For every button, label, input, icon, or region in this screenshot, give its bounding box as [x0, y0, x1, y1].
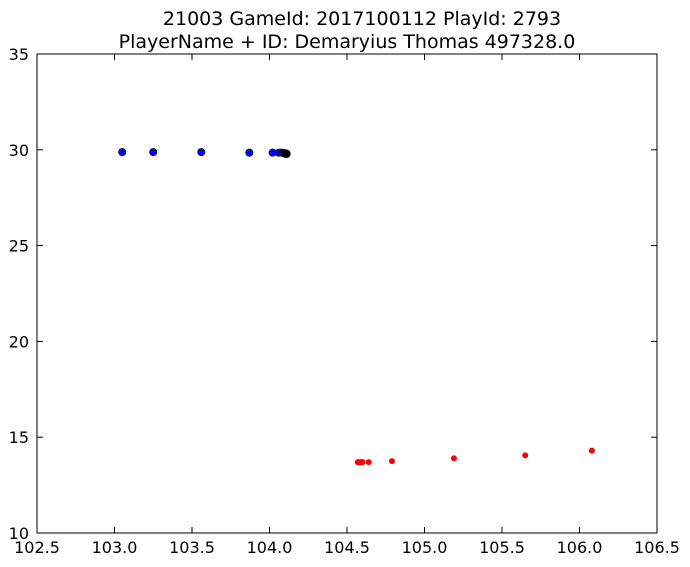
y-tick-label: 10: [9, 524, 29, 543]
data-point: [365, 459, 372, 466]
x-tick-label: 106.0: [557, 538, 603, 557]
y-tick-label: 20: [9, 332, 29, 351]
y-tick-label: 15: [9, 428, 29, 447]
y-tick-label: 35: [9, 45, 29, 64]
x-tick-label: 106.5: [634, 538, 680, 557]
data-point: [522, 452, 529, 459]
data-point: [588, 447, 595, 454]
axis-ticks: 102.5 103.0 103.5 104.0 104.5 105.0 105.5 106.0…: [9, 45, 680, 557]
data-point: [245, 148, 254, 157]
data-point: [118, 148, 127, 157]
x-tick-label: 104.5: [324, 538, 370, 557]
chart-subtitle: PlayerName + ID: Demaryius Thomas 497328…: [119, 31, 576, 53]
data-point: [388, 458, 395, 465]
data-point: [149, 148, 158, 157]
data-point: [197, 148, 206, 157]
x-tick-label: 103.0: [92, 538, 138, 557]
plot-frame: [36, 53, 658, 534]
y-tick-label: 30: [9, 141, 29, 160]
x-tick-label: 102.5: [14, 538, 60, 557]
x-tick-label: 104.0: [247, 538, 293, 557]
x-tick-label: 105.0: [402, 538, 448, 557]
data-point: [282, 150, 291, 159]
x-tick-label: 103.5: [169, 538, 215, 557]
data-point: [450, 455, 457, 462]
data-point: [359, 459, 366, 466]
x-tick-label: 105.5: [479, 538, 525, 557]
data-points: [118, 148, 595, 466]
y-tick-label: 25: [9, 237, 29, 256]
chart-title: 21003 GameId: 2017100112 PlayId: 2793: [163, 8, 561, 30]
